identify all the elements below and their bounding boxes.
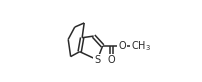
Text: O: O: [118, 41, 126, 51]
Text: CH$_3$: CH$_3$: [130, 39, 150, 53]
Text: S: S: [94, 55, 100, 65]
Text: O: O: [108, 55, 116, 65]
